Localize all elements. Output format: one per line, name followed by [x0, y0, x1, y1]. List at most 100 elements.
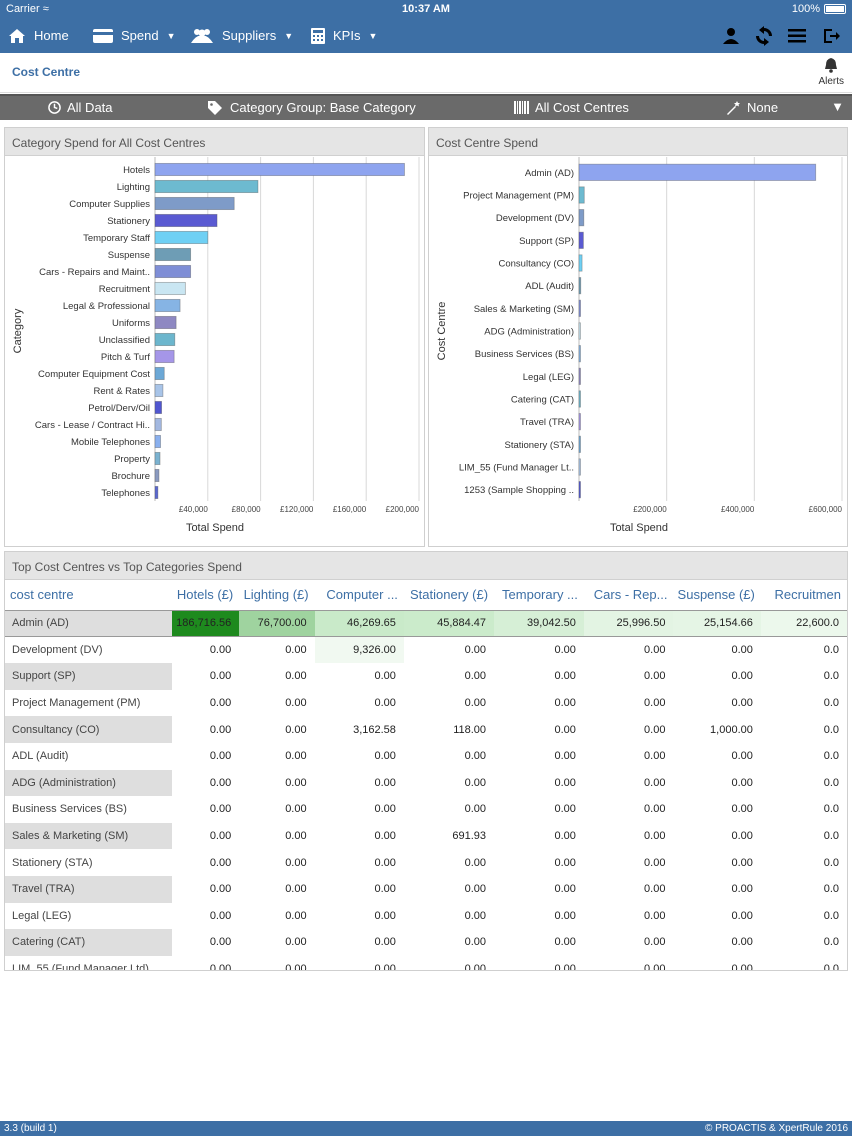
table-row[interactable]: Sales & Marketing (SM) 0.00 0.00 0.00 691.93… [5, 822, 847, 850]
category-tick-label: ADL (Audit) [525, 281, 574, 292]
table-cell: 0.00 [209, 644, 232, 657]
column-header[interactable]: Suspense (£) [673, 580, 761, 611]
bar [578, 367, 581, 385]
category-tick-label: Computer Supplies [69, 199, 150, 210]
table-cell: 0.00 [554, 776, 576, 789]
nav-spend[interactable]: Spend ▼ [93, 18, 176, 53]
table-row[interactable]: Support (SP) 0.00 0.00 0.00 0.00 0.00 0.00 0.00… [5, 663, 847, 690]
bell-icon [825, 58, 838, 73]
column-header[interactable]: Temporary ... [494, 580, 584, 611]
table-cell: 0.00 [285, 670, 307, 683]
bar [154, 298, 181, 313]
table-row[interactable]: ADG (Administration) 0.00 0.00 0.00 0.00 0.00… [5, 769, 847, 797]
bar [154, 434, 161, 449]
filter-category-group-label: Category Group: Base Category [230, 100, 416, 115]
table-row[interactable]: ADL (Audit) 0.00 0.00 0.00 0.00 0.00 0.00 0.00 0… [5, 743, 847, 770]
row-label: Catering (CAT) [5, 929, 172, 956]
category-tick-label: ADG (Administration) [484, 327, 574, 338]
filter-category-group[interactable]: Category Group: Base Category [208, 100, 416, 115]
table-cell: 0.00 [464, 963, 487, 971]
wifi-icon: ≈ [42, 3, 49, 15]
table-row[interactable]: Admin (AD) 186,716.56 76,700.00 46,269.65 45… [5, 610, 847, 638]
x-tick-label: £160,000 [333, 505, 367, 514]
bar [578, 345, 581, 363]
table-row[interactable]: Business Services (BS) 0.00 0.00 0.00 0.00 0.… [5, 796, 847, 823]
row-label: Stationery (STA) [12, 856, 93, 869]
table-cell: 0.00 [731, 750, 753, 763]
alerts-label: Alerts [818, 76, 844, 87]
column-header[interactable]: Hotels (£) [171, 580, 240, 611]
table-cell: 0.00 [209, 856, 232, 869]
column-header[interactable]: Cars - Rep... [583, 580, 674, 611]
category-tick-label: Pitch & Turf [101, 352, 150, 363]
table-row[interactable]: Consultancy (CO) 0.00 0.00 3,162.58 118.00 0.… [5, 716, 847, 743]
table-cell: 0.00 [644, 697, 666, 710]
filter-bar: All Data Category Group: Base Category A… [0, 94, 852, 120]
table-cell: 0.0 [823, 856, 839, 869]
nav-suppliers[interactable]: Suppliers ▼ [190, 18, 293, 53]
bar [578, 231, 584, 249]
nav-kpis[interactable]: KPIs ▼ [311, 18, 377, 53]
table-cell: 0.00 [209, 803, 232, 816]
tags-icon [208, 100, 222, 115]
category-tick-label: Computer Equipment Cost [38, 369, 150, 380]
table-row[interactable]: Development (DV) 0.00 0.00 9,326.00 0.00 0.00… [5, 636, 847, 664]
column-header-cost-centre[interactable]: cost centre [5, 580, 172, 611]
category-tick-label: Lighting [117, 182, 150, 193]
table-cell: 0.00 [374, 936, 396, 949]
table-row[interactable]: Legal (LEG) 0.00 0.00 0.00 0.00 0.00 0.00 0.00 0… [5, 903, 847, 930]
column-header[interactable]: Computer ... [314, 580, 404, 611]
x-axis-label: Total Spend [186, 522, 244, 534]
copyright-label: © PROACTIS & XpertRule 2016 [705, 1123, 848, 1134]
table-cell: 0.00 [731, 963, 753, 971]
table-row[interactable]: LIM_55 (Fund Manager Ltd) 0.00 0.00 0.00 0.0… [5, 956, 847, 971]
x-tick-label: £400,000 [721, 505, 755, 514]
refresh-button[interactable] [754, 18, 774, 53]
table-cell: 0.00 [464, 936, 487, 949]
nav-suppliers-label: Suppliers [222, 28, 277, 43]
nav-home[interactable]: Home [8, 18, 69, 53]
table-cell: 186,716.56 [171, 610, 240, 638]
column-header[interactable]: Recruitmen [760, 580, 847, 611]
table-cell: 0.00 [644, 909, 666, 922]
table-cell: 0.00 [209, 936, 232, 949]
cost-centre-spend-title: Cost Centre Spend [429, 128, 847, 156]
filter-none[interactable]: None [726, 100, 778, 115]
table-cell: 0.00 [644, 670, 666, 683]
table-row[interactable]: Catering (CAT) 0.00 0.00 0.00 0.00 0.00 0.00 0.… [5, 929, 847, 956]
logout-icon [824, 28, 840, 43]
table-cell: 0.00 [285, 883, 307, 896]
alerts-button[interactable]: Alerts [818, 57, 844, 87]
table-cell: 0.00 [285, 909, 307, 922]
category-tick-label: Temporary Staff [83, 233, 150, 244]
user-icon [723, 27, 739, 44]
category-tick-label: Unclassified [99, 335, 150, 346]
table-cell: 0.0 [823, 723, 839, 736]
bar [154, 417, 162, 432]
bar [578, 390, 581, 408]
category-tick-label: Support (SP) [519, 236, 574, 247]
category-tick-label: Hotels [123, 165, 150, 176]
table-row[interactable]: Travel (TRA) 0.00 0.00 0.00 0.00 0.00 0.00 0.00… [5, 875, 847, 903]
chevron-down-icon: ▼ [368, 30, 378, 41]
table-cell: 0.00 [731, 670, 753, 683]
table-cell: 0.00 [644, 883, 666, 896]
page-header: Cost Centre Alerts [0, 53, 852, 93]
logout-button[interactable] [822, 18, 840, 53]
menu-button[interactable] [788, 18, 806, 53]
table-cell: 9,326.00 [314, 636, 404, 664]
table-cell: 0.00 [209, 670, 232, 683]
filter-dropdown-caret-icon[interactable]: ▼ [831, 99, 844, 114]
table-row[interactable]: Project Management (PM) 0.00 0.00 0.00 0.00 0… [5, 690, 847, 717]
table-row[interactable]: Stationery (STA) 0.00 0.00 0.00 0.00 0.00 0.00… [5, 849, 847, 876]
table-cell: 0.0 [823, 936, 839, 949]
filter-all-data[interactable]: All Data [48, 100, 113, 115]
filter-cost-centres[interactable]: All Cost Centres [514, 100, 629, 115]
table-cell: 0.00 [209, 909, 232, 922]
table-cell: 0.00 [554, 830, 576, 843]
user-button[interactable] [722, 18, 740, 53]
x-axis-label: Total Spend [610, 522, 668, 534]
bar [578, 277, 582, 295]
column-header[interactable]: Stationery (£) [403, 580, 495, 611]
column-header[interactable]: Lighting (£) [239, 580, 315, 611]
